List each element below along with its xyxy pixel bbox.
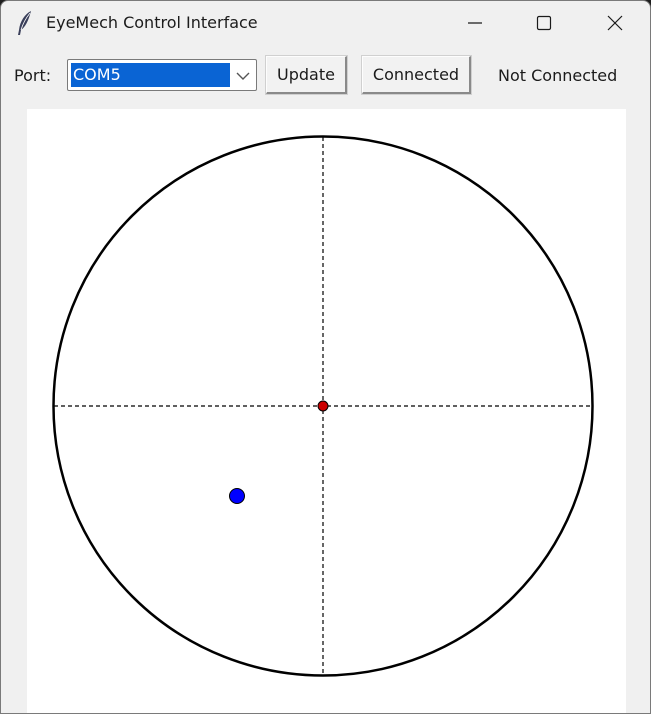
port-select[interactable]: COM5 [67,59,257,91]
window-title: EyeMech Control Interface [46,13,258,32]
port-select-value[interactable]: COM5 [71,63,230,87]
port-label: Port: [14,66,52,85]
position-canvas[interactable] [27,109,626,713]
position-plot [52,135,594,677]
maximize-button[interactable] [521,1,567,45]
toolbar: Port: COM5 Update Connected Not Connecte… [1,51,650,101]
center-dot [317,400,329,412]
chevron-down-icon[interactable] [234,68,252,82]
boundary-circle [52,135,594,677]
connect-button[interactable]: Connected [362,56,471,94]
maximize-icon [536,15,552,31]
minimize-icon [468,22,482,24]
close-button[interactable] [592,1,638,45]
position-marker[interactable] [229,488,245,504]
close-icon [607,15,623,31]
feather-icon [15,10,35,36]
update-button[interactable]: Update [266,56,347,94]
title-bar[interactable]: EyeMech Control Interface [1,1,650,45]
connection-status: Not Connected [498,66,618,85]
minimize-button[interactable] [452,1,498,45]
